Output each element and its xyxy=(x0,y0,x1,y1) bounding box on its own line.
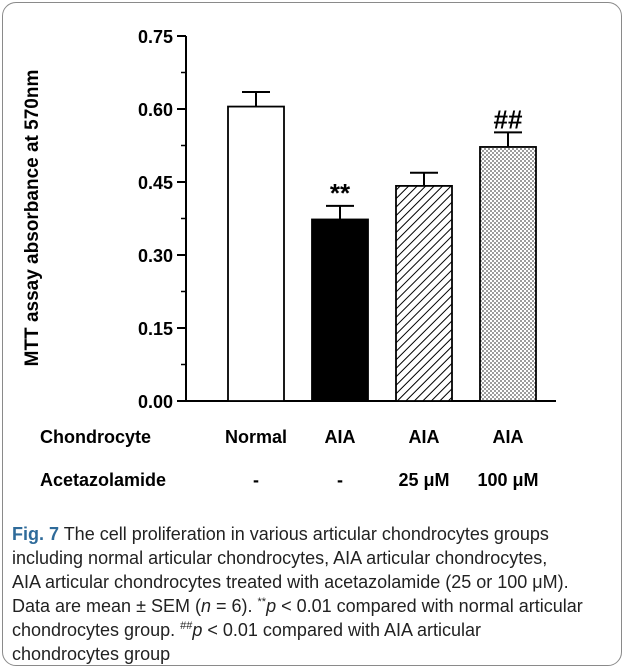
bar xyxy=(311,218,369,402)
treatment-label: 100 μM xyxy=(477,470,538,490)
category-labels: Chondrocyte Acetazolamide Normal AIA AIA AIA -… xyxy=(40,427,539,490)
category-label: Normal xyxy=(225,427,287,447)
significance-marker: ## xyxy=(494,104,523,134)
y-tick-label: 0.75 xyxy=(138,27,173,47)
caption-line-1: Fig. 7 The cell proliferation in various… xyxy=(12,524,549,544)
row-label: Chondrocyte xyxy=(40,427,151,447)
category-label: AIA xyxy=(325,427,356,447)
caption-line-2: including normal articular chondrocytes,… xyxy=(12,548,548,568)
y-tick-label: 0.60 xyxy=(138,100,173,120)
treatment-label: - xyxy=(253,470,259,490)
y-axis-label: MTT assay absorbance at 570nm xyxy=(22,70,43,367)
caption-line-6: chondrocytes group xyxy=(12,644,171,664)
y-tick-label: 0.15 xyxy=(138,319,173,339)
y-tick-label: 0.00 xyxy=(138,392,173,412)
bar xyxy=(479,146,537,402)
bar xyxy=(227,105,285,402)
bar xyxy=(395,184,453,402)
treatment-label: 25 μM xyxy=(398,470,449,490)
y-tick-label: 0.30 xyxy=(138,246,173,266)
category-label: AIA xyxy=(493,427,524,447)
y-tick-label: 0.45 xyxy=(138,173,173,193)
figure-caption: Fig. 7 The cell proliferation in various… xyxy=(12,522,612,666)
caption-line-3: AIA articular chondrocytes treated with … xyxy=(12,572,569,592)
figure-label: Fig. 7 xyxy=(12,524,60,544)
caption-line-4: Data are mean ± SEM (n = 6). **p < 0.01 … xyxy=(12,596,583,616)
caption-line-5: chondrocytes group. ##p < 0.01 compared … xyxy=(12,620,482,640)
row-label: Acetazolamide xyxy=(40,470,166,490)
bars: ** ## xyxy=(227,90,537,402)
category-label: AIA xyxy=(409,427,440,447)
significance-marker: ** xyxy=(330,178,351,208)
treatment-label: - xyxy=(337,470,343,490)
bar-chart: 0.00 0.15 0.30 0.45 0.60 0.75 ** ## Chondrocyt… xyxy=(22,27,556,490)
